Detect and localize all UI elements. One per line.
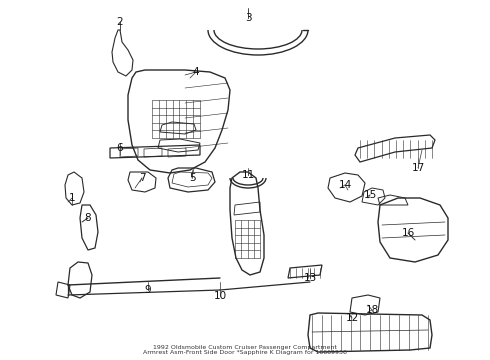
Text: 10: 10 — [214, 291, 226, 301]
Text: 17: 17 — [412, 163, 425, 173]
Text: 4: 4 — [193, 67, 199, 77]
Text: 13: 13 — [303, 273, 317, 283]
Text: 16: 16 — [401, 228, 415, 238]
Text: 1: 1 — [69, 193, 75, 203]
Text: 12: 12 — [345, 313, 359, 323]
Text: 14: 14 — [339, 180, 352, 190]
Text: 2: 2 — [117, 17, 123, 27]
Text: 7: 7 — [139, 173, 146, 183]
Text: 18: 18 — [366, 305, 379, 315]
Text: 5: 5 — [189, 173, 196, 183]
Text: 8: 8 — [85, 213, 91, 223]
Text: 15: 15 — [364, 190, 377, 200]
Text: 1992 Oldsmobile Custom Cruiser Passenger Compartment
Armrest Asm-Front Side Door: 1992 Oldsmobile Custom Cruiser Passenger… — [143, 345, 347, 355]
Text: 6: 6 — [117, 143, 123, 153]
Text: 11: 11 — [242, 170, 255, 180]
Text: 3: 3 — [245, 13, 251, 23]
Text: 9: 9 — [145, 285, 151, 295]
